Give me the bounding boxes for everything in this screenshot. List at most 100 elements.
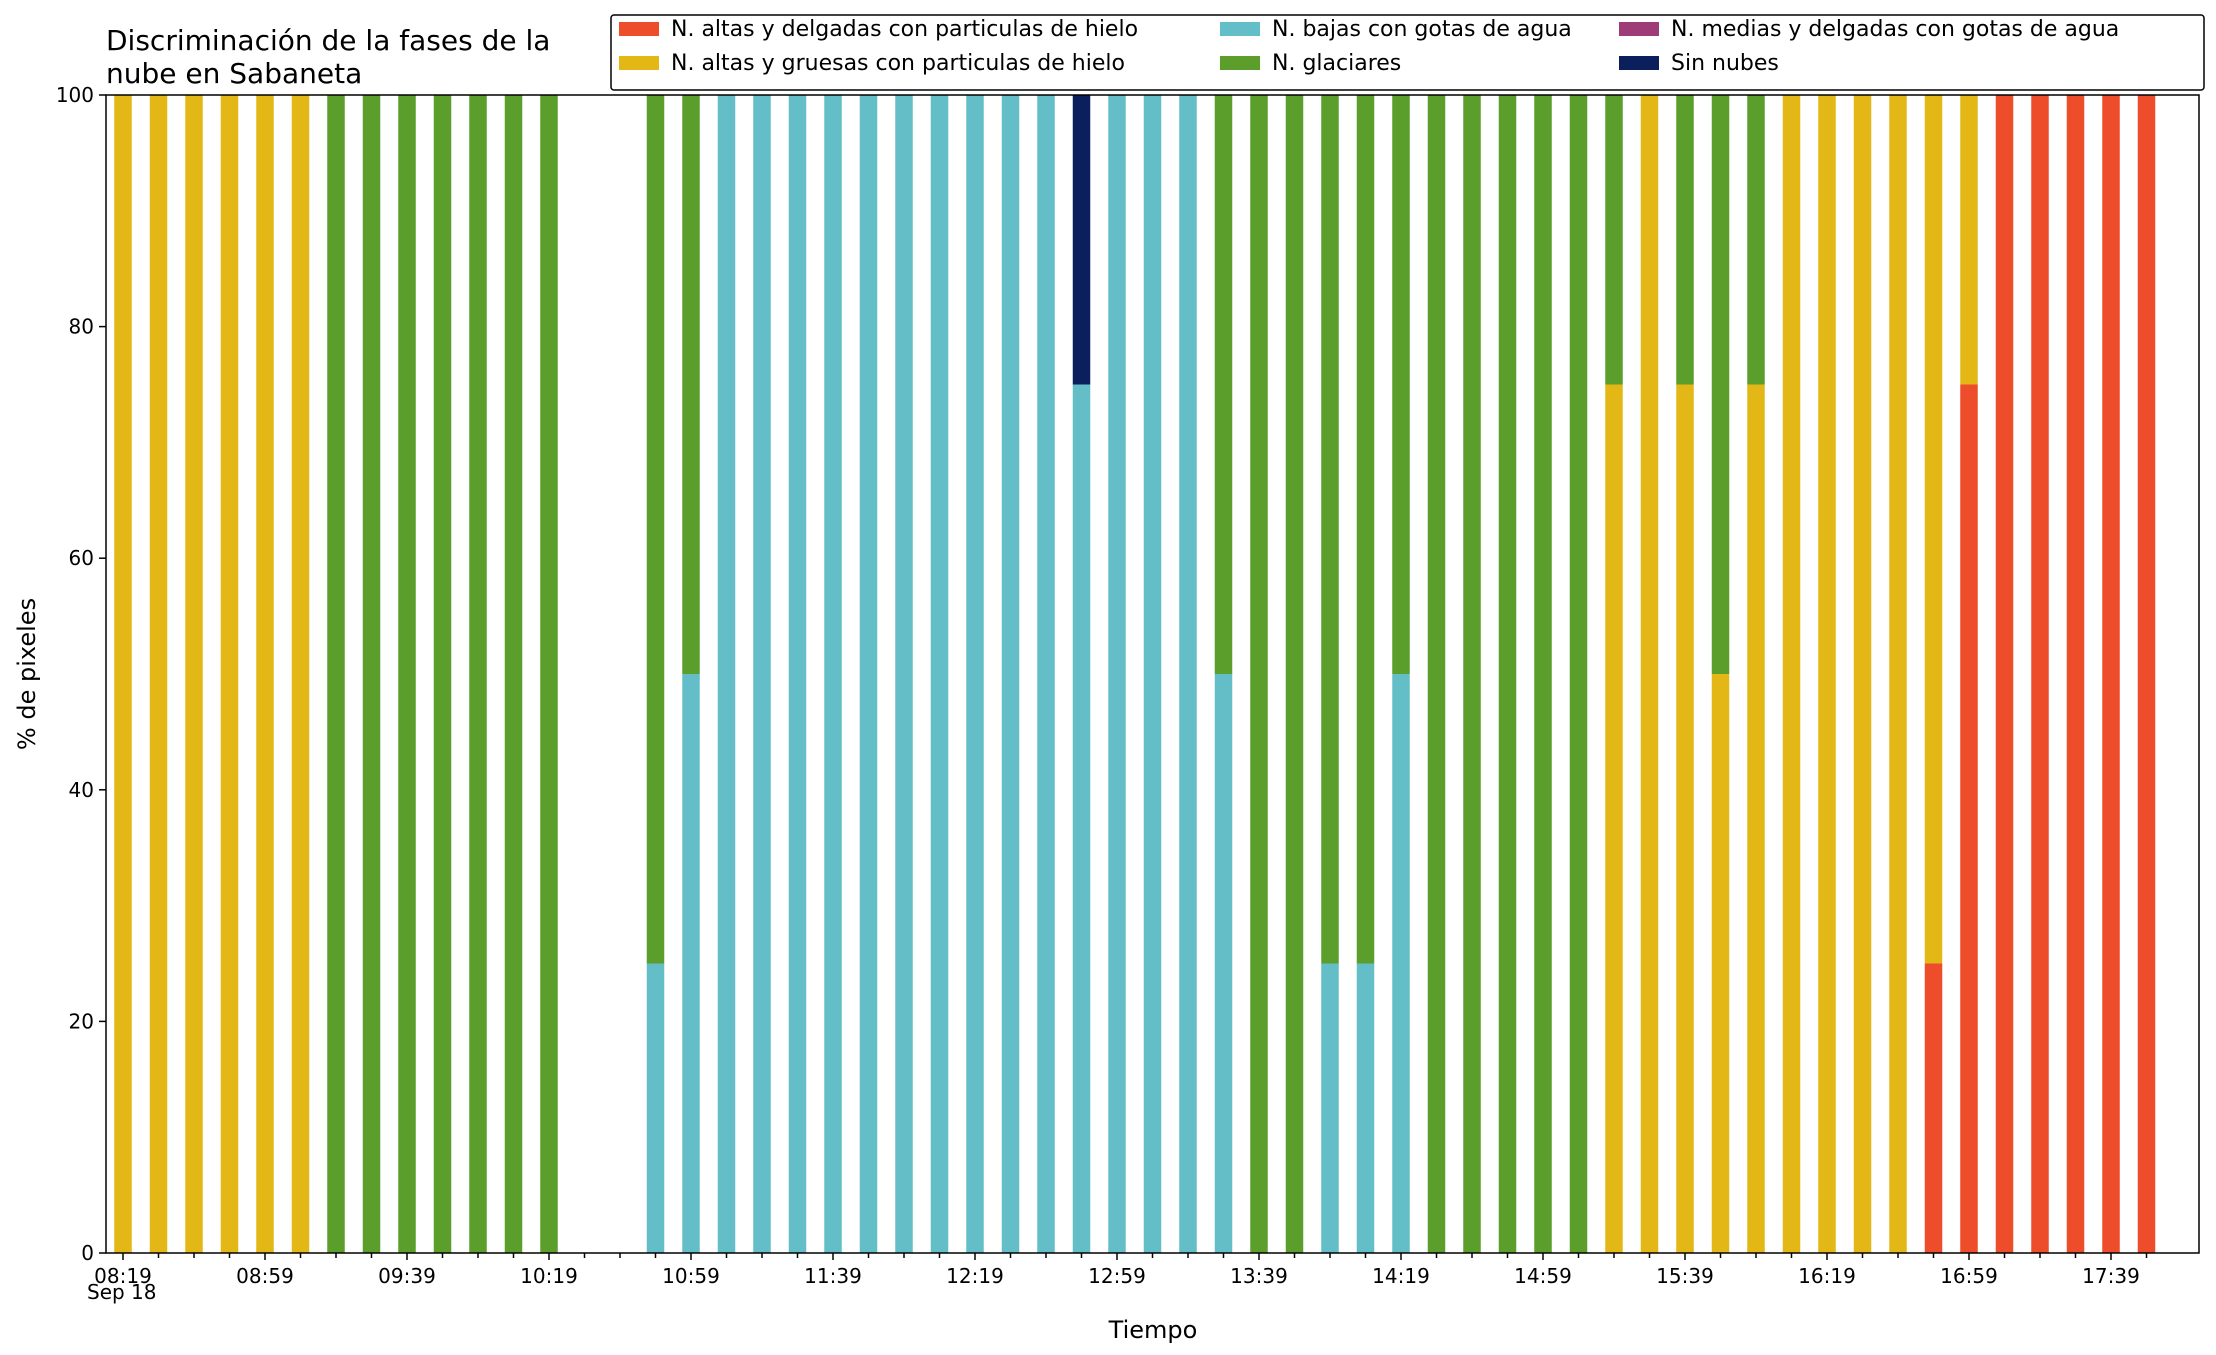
x-tick-label: 09:39: [378, 1264, 436, 1288]
bar-segment-3-16: [682, 95, 700, 674]
x-tick-label: 12:59: [1088, 1264, 1146, 1288]
bar-segment-3-37: [1427, 95, 1446, 1253]
legend-label-4: N. medias y delgadas con gotas de agua: [1671, 17, 2119, 42]
bar-segment-3-45: [1711, 95, 1730, 674]
bar-segment-2-21: [859, 95, 878, 1253]
y-tick-label: 0: [81, 1241, 94, 1265]
bar-segment-1-0: [114, 95, 132, 1253]
bar-segment-1-47: [1782, 95, 1801, 1253]
bar-segment-3-41: [1569, 95, 1588, 1253]
bar-segment-1-4: [256, 95, 274, 1253]
legend-swatch-3: [1220, 56, 1260, 70]
x-tick-label: 16:59: [1940, 1264, 1998, 1288]
bar-segment-1-52: [1960, 95, 1978, 385]
x-axis-ticks: 08:19 08:59 09:39 10:19 10:59 11:39 12:19 12:59…: [94, 1253, 2148, 1288]
legend: N. altas y delgadas con particulas de hi…: [610, 14, 2205, 91]
x-tick-label: 13:39: [1230, 1264, 1288, 1288]
bar-segment-3-31: [1214, 95, 1233, 674]
bar-segment-3-9: [433, 95, 452, 1253]
bar-segment-2-23: [930, 95, 949, 1253]
x-tick-label: 11:39: [804, 1264, 862, 1288]
bar-segment-3-6: [327, 95, 345, 1253]
x-tick-label: 16:19: [1798, 1264, 1856, 1288]
bar-segment-1-2: [185, 95, 203, 1253]
y-tick-label: 100: [56, 83, 94, 107]
legend-swatch-2: [1220, 22, 1260, 36]
bar-segment-2-24: [966, 95, 984, 1253]
legend-label-5: Sin nubes: [1671, 51, 1779, 76]
bar-segment-3-34: [1321, 95, 1339, 964]
y-tick-label: 40: [69, 778, 94, 802]
bar-segment-0-51: [1924, 963, 1943, 1253]
x-tick-label: 14:59: [1514, 1264, 1572, 1288]
bar-segment-2-22: [895, 95, 913, 1253]
y-tick-label: 20: [69, 1009, 94, 1033]
legend-label-3: N. glaciares: [1272, 51, 1401, 76]
bar-segment-2-18: [753, 95, 771, 1253]
y-tick-label: 80: [69, 315, 94, 339]
bar-segment-3-7: [362, 95, 381, 1253]
bar-segment-2-35: [1356, 963, 1375, 1253]
bar-segment-0-57: [2137, 95, 2156, 1253]
x-tick-label: 08:19: [94, 1264, 152, 1288]
bar-segment-2-26: [1037, 95, 1055, 1253]
legend-frame: [610, 14, 2205, 91]
x-tick-date-label: Sep 18: [87, 1280, 157, 1304]
bar-segment-1-1: [149, 95, 168, 1253]
bar-segment-2-20: [824, 95, 842, 1253]
bar-segment-3-40: [1534, 95, 1552, 1253]
legend-label-2: N. bajas con gotas de agua: [1272, 17, 1572, 42]
bar-segment-3-36: [1392, 95, 1410, 674]
bar-segment-2-34: [1321, 963, 1339, 1253]
bar-segment-0-55: [2066, 95, 2085, 1253]
x-tick-label: 12:19: [946, 1264, 1004, 1288]
legend-swatch-5: [1619, 56, 1659, 70]
bar-segment-3-46: [1747, 95, 1765, 385]
x-tick-label: 15:39: [1656, 1264, 1714, 1288]
x-tick-label: 10:59: [662, 1264, 720, 1288]
bar-segment-1-42: [1605, 384, 1623, 1253]
bars-group: [114, 95, 2156, 1253]
bar-segment-3-8: [398, 95, 416, 1253]
x-tick-label: 08:59: [236, 1264, 294, 1288]
bar-segment-1-3: [220, 95, 239, 1253]
bar-segment-3-12: [540, 95, 558, 1253]
legend-swatch-1: [619, 56, 659, 70]
x-tick-label: 17:39: [2082, 1264, 2140, 1288]
bar-segment-1-50: [1889, 95, 1907, 1253]
bar-segment-3-42: [1605, 95, 1623, 385]
bar-segment-1-49: [1853, 95, 1872, 1253]
bar-segment-3-15: [646, 95, 665, 964]
bar-segment-1-44: [1676, 384, 1694, 1253]
x-tick-label: 10:19: [520, 1264, 578, 1288]
bar-segment-2-28: [1108, 95, 1126, 1253]
bar-segment-3-32: [1250, 95, 1268, 1253]
bar-segment-2-25: [1001, 95, 1020, 1253]
bar-segment-1-51: [1924, 95, 1943, 964]
bar-segment-0-54: [2031, 95, 2049, 1253]
x-axis-label: Tiempo: [1108, 1316, 1198, 1344]
chart-title-line-1: Discriminación de la fases de la: [106, 24, 550, 57]
legend-label-1: N. altas y gruesas con particulas de hie…: [671, 51, 1125, 76]
bar-segment-1-43: [1640, 95, 1659, 1253]
bar-segment-1-48: [1818, 95, 1836, 1253]
bar-segment-2-19: [788, 95, 807, 1253]
bar-segment-3-35: [1356, 95, 1375, 964]
x-tick-label: 14:19: [1372, 1264, 1430, 1288]
bar-segment-3-39: [1498, 95, 1517, 1253]
bar-segment-2-15: [646, 963, 665, 1253]
legend-swatch-0: [619, 22, 659, 36]
y-axis-ticks: 0 20 40 60 80 100: [56, 83, 106, 1265]
bar-segment-2-36: [1392, 674, 1410, 1253]
bar-segment-2-27: [1072, 384, 1091, 1253]
bar-segment-0-52: [1960, 384, 1978, 1253]
chart-title-line-2: nube en Sabaneta: [106, 57, 362, 90]
bar-segment-3-33: [1285, 95, 1304, 1253]
bar-segment-2-30: [1179, 95, 1197, 1253]
bar-segment-3-10: [469, 95, 487, 1253]
bar-segment-3-44: [1676, 95, 1694, 385]
bar-segment-2-17: [717, 95, 736, 1253]
legend-swatch-4: [1619, 22, 1659, 36]
